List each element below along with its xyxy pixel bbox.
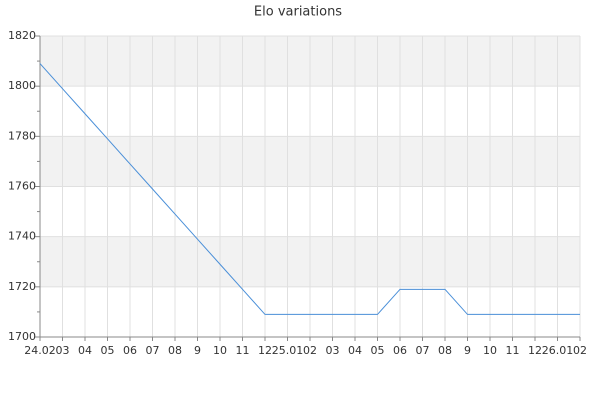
x-tick-label: 10	[483, 344, 497, 357]
x-tick-label: 10	[213, 344, 227, 357]
x-tick-label: 9	[464, 344, 471, 357]
x-tick-label: 12	[528, 344, 542, 357]
x-tick-label: 02	[573, 344, 587, 357]
x-tick-label: 06	[393, 344, 407, 357]
x-tick-label: 9	[194, 344, 201, 357]
y-tick-label: 1740	[8, 230, 36, 243]
x-tick-label: 06	[123, 344, 137, 357]
y-tick-label: 1760	[8, 180, 36, 193]
line-series	[39, 63, 580, 315]
y-tick-label: 1720	[8, 280, 36, 293]
x-tick-label: 12	[258, 344, 272, 357]
y-tick-label: 1780	[8, 129, 36, 142]
chart-title: Elo variations	[254, 5, 342, 20]
x-tick-label: 11	[236, 344, 250, 357]
x-tick-label: 04	[78, 344, 92, 357]
x-tick-label: 04	[348, 344, 362, 357]
x-tick-label: 03	[56, 344, 70, 357]
x-tick-label: 24.02	[24, 344, 56, 357]
x-tick-label: 03	[326, 344, 340, 357]
y-tick-label: 1700	[8, 330, 36, 343]
x-tick-label: 26.01	[542, 344, 574, 357]
y-tick-label: 1800	[8, 79, 36, 92]
x-tick-label: 05	[371, 344, 385, 357]
x-tick-label: 02	[303, 344, 317, 357]
y-tick-label: 1820	[8, 29, 36, 42]
x-tick-label: 08	[438, 344, 452, 357]
x-tick-label: 08	[168, 344, 182, 357]
x-tick-label: 25.01	[272, 344, 304, 357]
x-tick-label: 07	[416, 344, 430, 357]
x-tick-label: 05	[101, 344, 115, 357]
x-tick-label: 07	[146, 344, 160, 357]
x-tick-label: 11	[506, 344, 520, 357]
